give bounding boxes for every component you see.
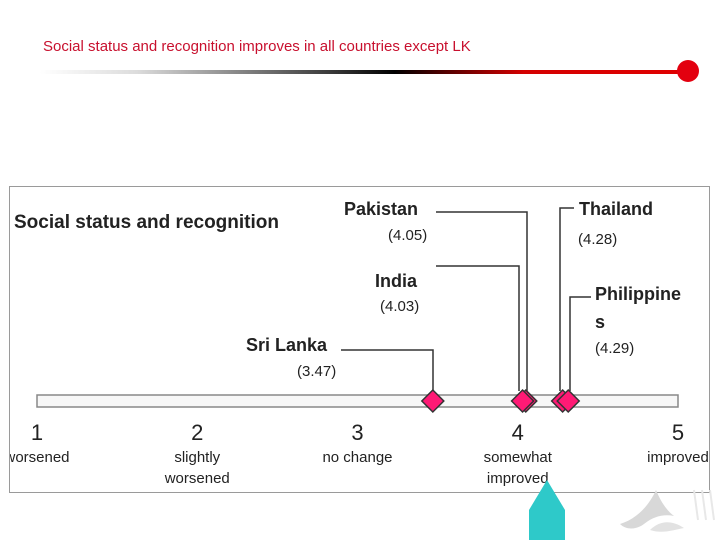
chart-title: Social status and recognition	[14, 212, 279, 233]
title-red-dot	[677, 60, 699, 82]
point-value-sri-lanka: (3.47)	[297, 363, 336, 380]
point-label-philippines-1: Philippine	[595, 284, 681, 304]
tick-caption-4-2: improved	[487, 470, 549, 487]
tick-caption-1-1: worsened	[10, 449, 70, 466]
tick-caption-5-1: improved	[647, 449, 709, 466]
teal-arrow-icon	[529, 480, 565, 540]
point-label-pakistan: Pakistan	[344, 199, 418, 219]
point-label-india: India	[375, 271, 418, 291]
tick-label-3: 3	[351, 420, 363, 445]
point-value-thailand: (4.28)	[578, 231, 617, 248]
axis-bar	[36, 394, 679, 408]
point-label-sri-lanka: Sri Lanka	[246, 335, 328, 355]
tick-caption-4-1: somewhat	[484, 449, 553, 466]
leader-line-sri-lanka	[341, 349, 434, 391]
tick-label-2: 2	[191, 420, 203, 445]
point-value-pakistan: (4.05)	[388, 227, 427, 244]
tick-label-5: 5	[672, 420, 684, 445]
point-value-philippines: (4.29)	[595, 340, 634, 357]
leader-line-philippines	[569, 296, 591, 391]
point-label-philippines-2: s	[595, 312, 605, 332]
tick-caption-2-1: slightly	[174, 449, 220, 466]
chart-svg: Social status and recognition 1 worsened 2 s…	[10, 199, 709, 487]
tick-caption-3-1: no change	[322, 449, 392, 466]
tick-label-4: 4	[512, 420, 524, 445]
title-underline	[40, 70, 685, 74]
leader-line-pakistan	[436, 211, 528, 391]
marker-india	[510, 388, 535, 414]
organization-logo-icon	[620, 489, 715, 532]
point-value-india: (4.03)	[380, 298, 419, 315]
tick-label-1: 1	[31, 420, 43, 445]
tick-caption-2-2: worsened	[164, 470, 230, 487]
marker-philippines	[556, 388, 581, 414]
leader-line-india	[436, 265, 520, 391]
point-label-thailand: Thailand	[579, 199, 653, 219]
chart-container: Social status and recognition 1 worsened 2 s…	[9, 186, 710, 493]
leader-line-thailand	[559, 207, 574, 391]
slide-title: Social status and recognition improves i…	[43, 38, 471, 55]
marker-sri-lanka	[420, 388, 445, 414]
